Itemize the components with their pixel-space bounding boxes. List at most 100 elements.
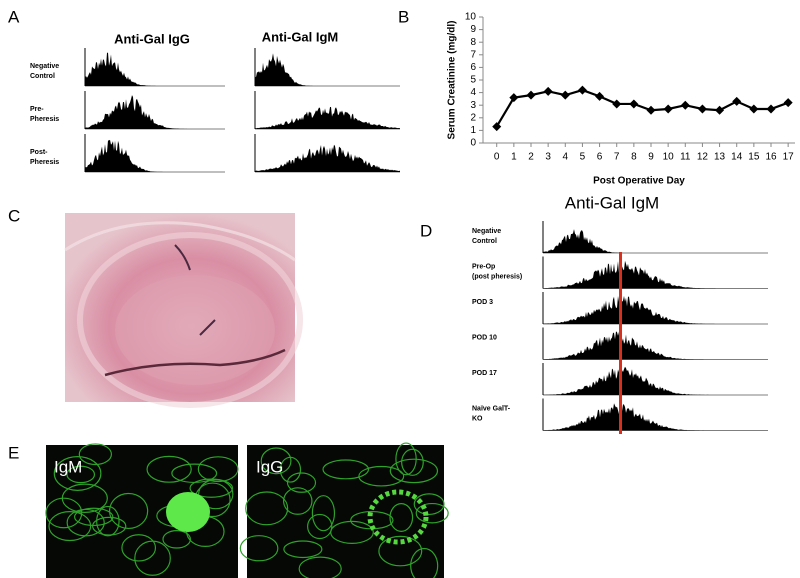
histogram [85, 139, 225, 172]
data-point [732, 96, 742, 106]
cell-outline [279, 456, 302, 483]
cell-outline [282, 487, 313, 515]
cell-outline [401, 448, 424, 476]
y-axis-title: Serum Creatinine (mg/dl) [447, 21, 458, 140]
cell-outline [311, 495, 336, 532]
row-label-line: Negative [472, 228, 501, 235]
cell-outline [378, 535, 423, 567]
cell-outline [283, 540, 323, 559]
data-point [715, 105, 725, 115]
row-label-line: Negative [30, 63, 59, 70]
x-tick-label: 9 [648, 152, 654, 163]
cell-outline [395, 442, 417, 476]
row-label-line: (post pheresis) [472, 273, 522, 280]
row-label: POD 3 [472, 299, 493, 306]
data-point [783, 98, 793, 108]
y-tick-label: 6 [470, 62, 476, 73]
cell-outline [286, 472, 317, 493]
x-tick-label: 12 [697, 152, 709, 163]
histology-image [64, 213, 303, 408]
row-label-line: Pheresis [30, 116, 59, 123]
x-tick-label: 16 [765, 152, 777, 163]
histogram [255, 144, 400, 172]
cell-outline [146, 455, 192, 483]
panel-title: Anti-Gal IgM [262, 29, 339, 44]
panel-label: A [8, 7, 20, 26]
histogram [543, 366, 768, 395]
panel-label: C [8, 206, 20, 225]
x-tick-label: 8 [631, 152, 637, 163]
histogram [255, 53, 400, 86]
row-label-line: KO [472, 415, 483, 422]
row-label: Pre- Pheresis [30, 106, 59, 123]
row-label: Naïve GalT- KO [472, 405, 511, 422]
histogram [85, 95, 225, 129]
histogram [255, 106, 400, 129]
x-tick-label: 0 [494, 152, 500, 163]
data-point [492, 122, 502, 132]
data-point [629, 99, 639, 109]
panel-title: Anti-Gal IgM [565, 193, 659, 212]
image-label: IgG [256, 457, 283, 476]
cell-outline [330, 520, 374, 544]
cell-outline [415, 502, 449, 524]
cell-outline [48, 511, 92, 542]
x-tick-label: 10 [663, 152, 675, 163]
data-point [560, 90, 570, 100]
cell-outline [197, 456, 239, 483]
cell-outline [307, 513, 333, 540]
x-tick-label: 7 [614, 152, 620, 163]
cell-outline [298, 556, 342, 578]
row-label-line: Control [472, 238, 497, 245]
cell-outline [134, 540, 171, 576]
data-point [646, 105, 656, 115]
cell-outline [109, 492, 149, 530]
histogram [543, 229, 768, 253]
x-tick-label: 14 [731, 152, 743, 163]
row-label-line: Pre-Op [472, 263, 495, 270]
data-point [526, 90, 536, 100]
cell-outline [171, 463, 218, 484]
y-tick-label: 10 [465, 12, 477, 23]
cell-outline [121, 534, 157, 562]
y-tick-label: 2 [470, 112, 476, 123]
cell-outline [239, 535, 279, 562]
cell-outline [66, 465, 96, 484]
row-label-line: Pheresis [30, 159, 59, 166]
cell-outline [92, 516, 127, 536]
x-tick-label: 1 [511, 152, 517, 163]
data-point [766, 104, 776, 114]
x-axis-title: Post Operative Day [593, 176, 685, 187]
y-tick-label: 3 [470, 100, 476, 111]
row-label: Negative Control [472, 228, 501, 245]
row-label: POD 10 [472, 334, 497, 341]
cell-outline [260, 447, 292, 475]
row-label-line: POD 3 [472, 299, 493, 306]
x-tick-label: 15 [748, 152, 760, 163]
y-tick-label: 7 [470, 49, 476, 60]
x-tick-label: 4 [563, 152, 569, 163]
fluorescence-image [45, 442, 449, 578]
cell-outline [413, 493, 445, 516]
reference-line [619, 252, 622, 434]
row-label: Pre-Op (post pheresis) [472, 263, 522, 280]
histogram [85, 52, 225, 86]
x-tick-label: 3 [545, 152, 551, 163]
cell-outline [162, 529, 192, 549]
y-tick-label: 1 [470, 125, 476, 136]
y-tick-label: 9 [470, 24, 476, 35]
x-tick-label: 6 [597, 152, 603, 163]
data-point [509, 93, 519, 103]
panel-title: Anti-Gal IgG [114, 31, 190, 46]
data-line [495, 88, 789, 128]
panel-label: D [420, 221, 432, 240]
data-point [595, 91, 605, 101]
x-tick-label: 2 [528, 152, 534, 163]
cell-outline [45, 497, 83, 529]
data-point [543, 86, 553, 96]
histograms [84, 48, 768, 431]
row-label: Post- Pheresis [30, 149, 59, 166]
x-tick-label: 11 [680, 152, 691, 163]
